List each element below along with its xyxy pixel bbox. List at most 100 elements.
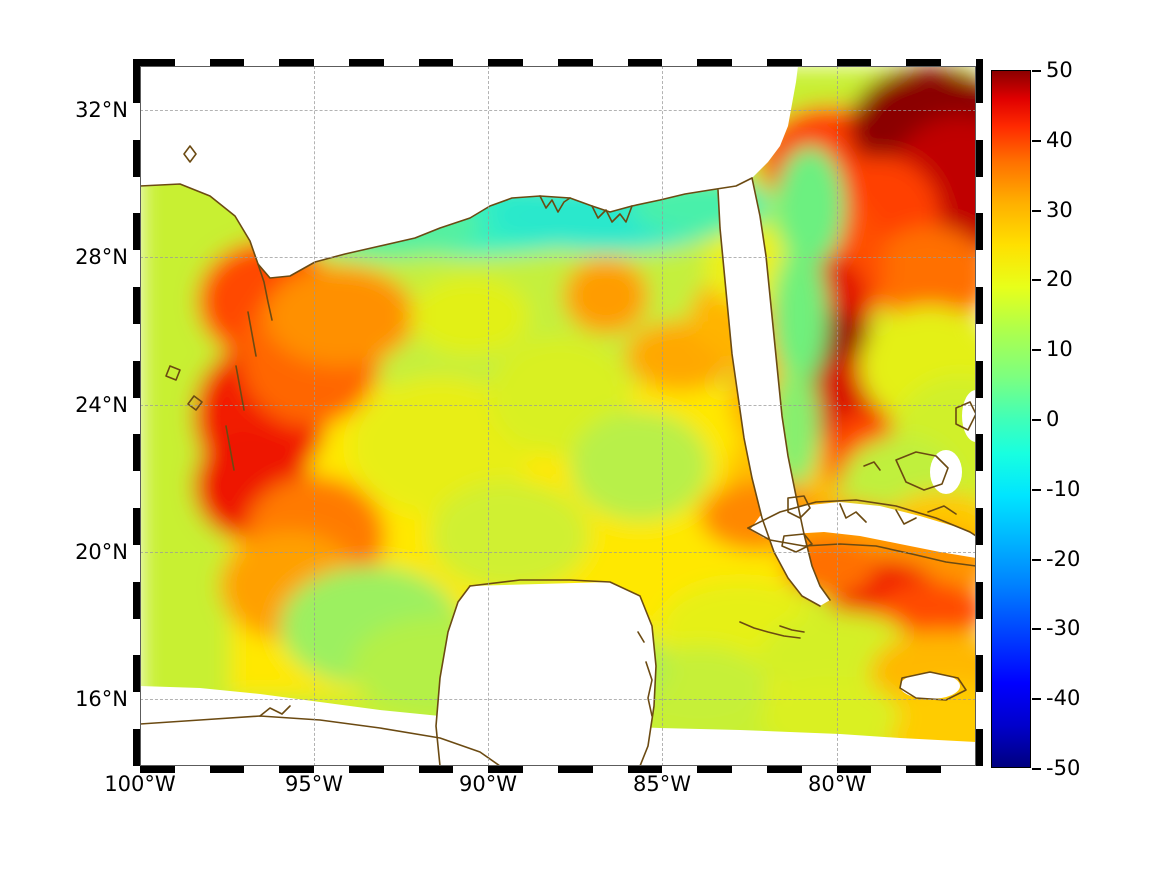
land-mask-polygons: [140, 66, 976, 766]
frame-right-cell-lead: [976, 59, 983, 66]
x-tick-label-0: 100°W: [104, 772, 176, 796]
frame-bottom-cell-2: [209, 766, 245, 773]
frame-right-cell-18: [976, 729, 983, 766]
frame-left-cell-4: [133, 213, 140, 251]
frame-left-cell-12: [133, 508, 140, 545]
y-tick-label-0: 16°N: [75, 687, 128, 711]
frame-right-cell-0: [976, 66, 983, 103]
colorbar-label-neg50: -50: [1046, 756, 1081, 780]
frame-left-cell-15: [133, 618, 140, 656]
frame-right-cell-1: [976, 102, 983, 140]
y-tick-label-1: 20°N: [75, 540, 128, 564]
frame-top-cell-lead: [133, 59, 140, 66]
colorbar-label-40: 40: [1046, 128, 1073, 152]
colorbar-tick-50: [1032, 70, 1041, 72]
frame-right-cell-11: [976, 471, 983, 509]
y-tick-label-4: 32°N: [75, 98, 128, 122]
frame-left-cell-2: [133, 139, 140, 177]
frame-right-cell-14: [976, 581, 983, 619]
frame-right-cell-10: [976, 434, 983, 472]
colorbar-tick-neg40: [1032, 698, 1041, 700]
frame-top-cell-21: [871, 59, 907, 66]
frame-left-cell-17: [133, 692, 140, 730]
x-tick-label-3: 85°W: [633, 772, 691, 796]
frame-top-cell-20: [836, 59, 872, 66]
frame-top-cell-4: [279, 59, 315, 66]
x-tick-label-1: 95°W: [285, 772, 343, 796]
frame-left-cell-18: [133, 729, 140, 766]
colorbar-tick-0: [1032, 419, 1041, 421]
frame-bottom-cell-17: [732, 766, 767, 773]
colorbar[interactable]: [991, 70, 1031, 768]
frame-top-cell-17: [732, 59, 767, 66]
colorbar-tick-neg10: [1032, 489, 1041, 491]
frame-top-cell-8: [418, 59, 454, 66]
colorbar-tick-neg30: [1032, 628, 1041, 630]
frame-left-cell-16: [133, 655, 140, 693]
frame-top-cell-23: [941, 59, 976, 66]
frame-left-cell-10: [133, 434, 140, 472]
coastline-and-land-mask: [140, 66, 976, 766]
frame-right-cell-5: [976, 250, 983, 288]
coastline-strokes: [140, 145, 976, 766]
frame-bottom-cell-16: [697, 766, 733, 773]
frame-bottom-cell-23: [941, 766, 976, 773]
x-tick-label-4: 80°W: [808, 772, 866, 796]
frame-top-cell-13: [592, 59, 628, 66]
colorbar-tick-neg50: [1032, 768, 1041, 770]
frame-top-cell-7: [383, 59, 419, 66]
frame-right-cell-4: [976, 213, 983, 251]
frame-left-cell-7: [133, 323, 140, 361]
frame-top-cell-18: [767, 59, 802, 66]
y-tick-label-2: 24°N: [75, 393, 128, 417]
colorbar-label-neg10: -10: [1046, 477, 1081, 501]
frame-top-cell-1: [174, 59, 210, 66]
colorbar-tick-neg20: [1032, 559, 1041, 561]
frame-top-cell-10: [488, 59, 524, 66]
frame-top-cell-12: [558, 59, 593, 66]
y-tick-label-3: 28°N: [75, 245, 128, 269]
frame-bottom-cell-11: [523, 766, 558, 773]
frame-bottom-cell-13: [592, 766, 628, 773]
colorbar-label-neg40: -40: [1046, 686, 1081, 710]
frame-left-cell-9: [133, 397, 140, 435]
frame-top-cell-3: [244, 59, 280, 66]
frame-right-cell-3: [976, 176, 983, 214]
frame-bottom-cell-6: [349, 766, 384, 773]
frame-bottom-cell-8: [418, 766, 454, 773]
frame-left-cell-8: [133, 360, 140, 398]
frame-top-cell-15: [662, 59, 698, 66]
colorbar-tick-20: [1032, 279, 1041, 281]
frame-left-cell-1: [133, 102, 140, 140]
map-plot-area[interactable]: [140, 66, 976, 766]
frame-top-cell-22: [906, 59, 942, 66]
frame-right-cell-17: [976, 692, 983, 730]
frame-right-cell-6: [976, 287, 983, 324]
frame-bottom-cell-3: [244, 766, 280, 773]
colorbar-label-30: 30: [1046, 198, 1073, 222]
colorbar-label-0: 0: [1046, 407, 1060, 431]
frame-top-cell-5: [314, 59, 349, 66]
colorbar-tick-40: [1032, 140, 1041, 142]
frame-left-cell-5: [133, 250, 140, 288]
frame-bottom-cell-22: [906, 766, 942, 773]
colorbar-label-neg30: -30: [1046, 616, 1081, 640]
frame-right-cell-2: [976, 139, 983, 177]
frame-right-cell-16: [976, 655, 983, 693]
colorbar-label-neg20: -20: [1046, 547, 1081, 571]
frame-left-cell-6: [133, 287, 140, 324]
frame-right-cell-9: [976, 397, 983, 435]
frame-bottom-cell-21: [871, 766, 907, 773]
frame-left-cell-0: [133, 66, 140, 103]
colorbar-tick-10: [1032, 349, 1041, 351]
frame-right-cell-12: [976, 508, 983, 545]
frame-top-cell-2: [209, 59, 245, 66]
x-tick-label-2: 90°W: [459, 772, 517, 796]
frame-left-cell-3: [133, 176, 140, 214]
frame-top-cell-0: [140, 59, 175, 66]
frame-bottom-cell-18: [767, 766, 802, 773]
colorbar-tick-30: [1032, 210, 1041, 212]
frame-left-cell-11: [133, 471, 140, 509]
colorbar-gradient: [991, 70, 1031, 768]
